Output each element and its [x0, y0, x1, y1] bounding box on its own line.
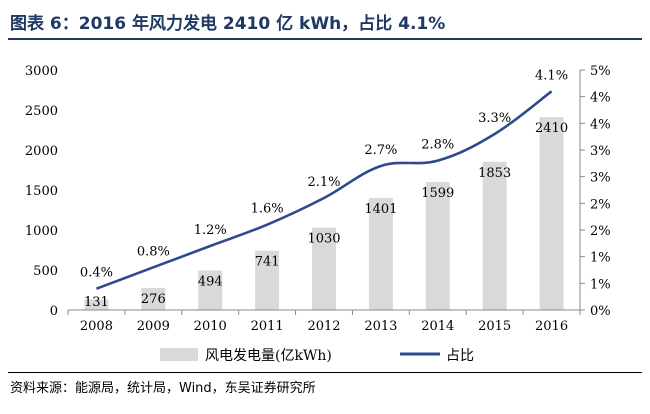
x-tick-label: 2011: [251, 319, 284, 334]
right-tick-label: 4%: [590, 117, 611, 132]
left-axis: 0 500 1000 1500 2000 2500 3000: [25, 64, 58, 319]
left-tick-label: 1500: [25, 184, 58, 199]
share-line: [95, 90, 553, 290]
bar-value-label: 1401: [364, 202, 397, 217]
right-tick-label: 0%: [590, 304, 611, 319]
line-value-label: 1.6%: [251, 202, 284, 217]
bar: [141, 287, 166, 310]
line-labels: 0.4% 0.8% 1.2% 1.6% 2.1% 2.7% 2.8% 3.3% 4.1%: [80, 68, 568, 280]
line-value-label: 0.8%: [137, 244, 170, 259]
right-tick-label: 2%: [590, 197, 611, 212]
bar: [368, 197, 393, 310]
left-tick-label: 0: [50, 304, 58, 319]
bar: [482, 161, 507, 310]
line-value-label: 1.2%: [194, 223, 227, 238]
left-tick-label: 500: [33, 264, 58, 279]
source-rule: [8, 372, 642, 373]
bar: [425, 182, 450, 310]
line-value-label: 0.4%: [80, 266, 113, 281]
right-axis: 0% 1% 1% 2% 2% 3% 3% 4% 4% 5%: [579, 64, 611, 319]
bar-value-label: 741: [255, 255, 280, 270]
chart: 0 500 1000 1500 2000 2500 3000 0% 1% 1% 2% 2% 3% 3% 4…: [25, 64, 611, 364]
right-tick-label: 4%: [590, 91, 611, 106]
x-tick-label: 2016: [535, 319, 568, 334]
bar-value-label: 494: [198, 274, 223, 289]
bar: [312, 227, 336, 310]
bar-labels: 131 276 494 741 1030 1401 1599 1853 2410: [84, 121, 568, 310]
bar: [198, 270, 223, 310]
x-tick-label: 2015: [478, 319, 511, 334]
title-rule: [8, 38, 642, 40]
x-tick-label: 2013: [364, 319, 397, 334]
bar-value-label: 1599: [421, 186, 454, 201]
right-tick-label: 3%: [590, 171, 611, 186]
bar-value-label: 1030: [307, 232, 340, 247]
bar-value-label: 276: [141, 292, 166, 307]
x-tick-label: 2010: [194, 319, 227, 334]
left-tick-label: 2000: [25, 144, 58, 159]
bar-value-label: 2410: [535, 121, 568, 136]
line-value-label: 2.7%: [364, 143, 397, 158]
x-tick-label: 2012: [307, 319, 340, 334]
bar-value-label: 1853: [478, 166, 511, 181]
bar-value-label: 131: [84, 295, 109, 310]
right-tick-label: 3%: [590, 144, 611, 159]
x-tick-label: 2008: [80, 319, 113, 334]
right-tick-label: 1%: [590, 251, 611, 266]
right-tick-label: 1%: [590, 277, 611, 292]
bar: [255, 250, 280, 310]
legend-line-label: 占比: [446, 348, 474, 364]
bar: [539, 117, 564, 310]
left-tick-label: 2500: [25, 104, 58, 119]
chart-title: 图表 6：2016 年风力发电 2410 亿 kWh，占比 4.1%: [10, 14, 446, 34]
bar-series: [84, 117, 564, 310]
source-note: 资料来源：能源局，统计局，Wind，东吴证券研究所: [10, 381, 316, 396]
line-value-label: 2.1%: [307, 175, 340, 190]
x-tick-label: 2009: [137, 319, 170, 334]
x-axis: 2008 2009 2010 2011 2012 2013 2014 2015 2016: [67, 310, 581, 334]
legend: 风电发电量(亿kWh) 占比: [160, 348, 474, 364]
bar: [84, 299, 109, 310]
left-tick-label: 1000: [25, 224, 58, 239]
left-tick-label: 3000: [25, 64, 58, 79]
line-value-label: 4.1%: [535, 68, 568, 83]
right-tick-label: 5%: [590, 64, 611, 79]
x-tick-label: 2014: [421, 319, 454, 334]
legend-bar-swatch: [160, 348, 198, 361]
line-value-label: 3.3%: [478, 111, 511, 126]
right-tick-label: 2%: [590, 224, 611, 239]
legend-bar-label: 风电发电量(亿kWh): [205, 348, 332, 364]
line-value-label: 2.8%: [421, 138, 454, 153]
